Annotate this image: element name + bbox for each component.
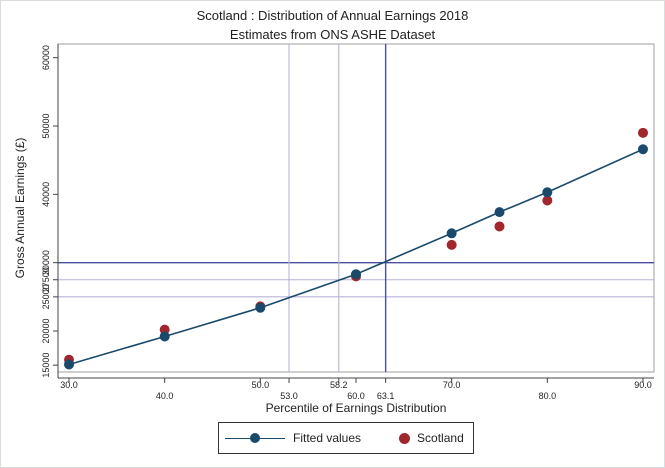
chart-title: Scotland : Distribution of Annual Earnin…: [196, 8, 469, 23]
x-tick-label: 50.0: [252, 380, 270, 390]
y-tick-label: 15000: [41, 353, 51, 378]
fitted-point: [351, 269, 361, 280]
fitted-values-line: [68, 148, 644, 366]
x-tick-label: 30.0: [60, 380, 78, 390]
fitted-point: [64, 359, 74, 370]
fitted-point: [255, 302, 266, 313]
x-tick-label: 58.2: [330, 380, 348, 390]
scotland-point: [542, 195, 553, 206]
legend-label-scotland: Scotland: [417, 431, 464, 445]
x-tick-label: 60.0: [347, 391, 365, 401]
chart-subtitle: Estimates from ONS ASHE Dataset: [229, 27, 436, 42]
y-tick-label: 25000: [41, 284, 51, 309]
scotland-point: [494, 221, 505, 232]
plot-area: [57, 43, 655, 373]
y-tick-label: 60000: [41, 45, 51, 70]
x-axis-title: Percentile of Earnings Distribution: [266, 401, 447, 415]
y-tick-label: 40000: [41, 182, 51, 207]
chart-legend: Fitted values Scotland: [218, 422, 474, 454]
y-tick-label: 27500: [41, 267, 51, 292]
fitted-point: [159, 331, 170, 342]
fitted-point: [542, 187, 553, 198]
fitted-point: [446, 228, 457, 239]
legend-item-scotland: Scotland: [399, 431, 464, 445]
legend-item-fitted: Fitted values: [219, 431, 361, 445]
x-tick-label: 40.0: [156, 391, 174, 401]
fitted-point: [494, 207, 505, 218]
scotland-point: [638, 127, 648, 138]
legend-label-fitted: Fitted values: [293, 431, 362, 445]
x-tick-label: 63.1: [377, 391, 395, 401]
y-tick-label: 20000: [41, 318, 51, 343]
x-tick-label: 70.0: [443, 380, 461, 390]
fitted-point: [638, 144, 648, 155]
legend-dot-swatch: [399, 432, 411, 444]
x-tick-label: 53.0: [280, 391, 298, 401]
x-tick-label: 90.0: [634, 380, 652, 390]
y-tick-label: 30000: [41, 250, 51, 275]
scotland-point: [159, 324, 170, 335]
y-tick-label: 50000: [41, 113, 51, 138]
y-axis-title: Gross Annual Earnings (£): [13, 138, 27, 279]
legend-line-marker-swatch: [225, 432, 285, 444]
scotland-point: [446, 239, 457, 250]
x-tick-label: 80.0: [539, 391, 557, 401]
